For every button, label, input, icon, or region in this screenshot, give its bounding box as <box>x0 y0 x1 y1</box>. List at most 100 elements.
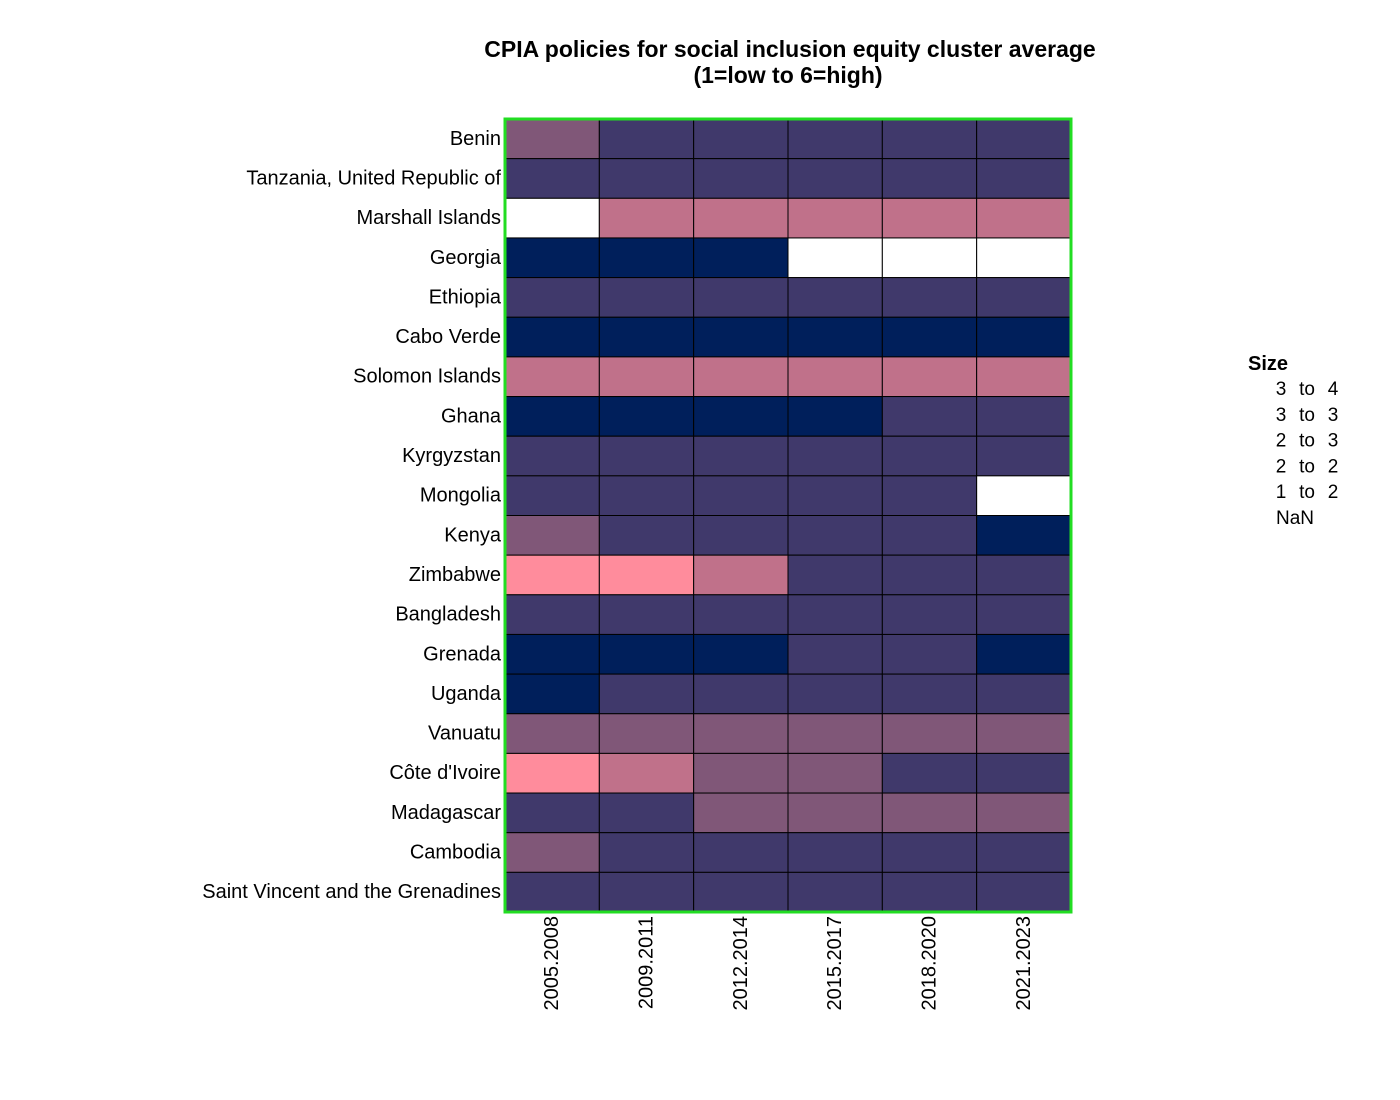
heatmap-cell <box>787 713 883 754</box>
heatmap-cell <box>881 435 978 477</box>
row-label: Mongolia <box>420 485 502 507</box>
chart-subtitle: (1=low to 6=high) <box>693 62 882 88</box>
column-labels: 2005.2008 2009.2011 2012.2014 2015.2017 2018… <box>541 916 1035 1011</box>
heatmap-cell <box>787 118 883 160</box>
heatmap-cell <box>787 396 883 437</box>
heatmap-cell <box>787 554 883 596</box>
legend-entry-to: 2 <box>1328 482 1339 503</box>
row-label: Ethiopia <box>429 286 502 308</box>
heatmap-cell <box>693 633 789 675</box>
heatmap-cell <box>693 316 789 358</box>
heatmap-cell <box>787 792 883 834</box>
heatmap-cell <box>598 118 695 160</box>
heatmap-cell <box>881 792 978 834</box>
heatmap-cell <box>976 118 1072 160</box>
heatmap-cell <box>504 356 600 398</box>
legend-entry-from: 3 <box>1276 405 1287 426</box>
heatmap-cell <box>787 435 883 477</box>
heatmap-cell <box>976 396 1072 437</box>
heatmap-cell <box>504 316 600 358</box>
heatmap-cell <box>693 396 789 437</box>
row-label: Marshall Islands <box>356 207 501 229</box>
heatmap-cell <box>787 673 883 715</box>
heatmap-cell <box>787 158 883 199</box>
heatmap-cell <box>787 316 883 358</box>
row-label: Uganda <box>431 683 502 705</box>
heatmap-cell <box>881 396 978 437</box>
row-label: Georgia <box>430 247 502 269</box>
heatmap-cell <box>881 633 978 675</box>
legend-entry-to-word: to <box>1299 482 1315 503</box>
legend-entry-from: 1 <box>1276 482 1287 503</box>
heatmap-cell <box>598 633 695 675</box>
heatmap-cell <box>504 871 600 913</box>
heatmap-cell <box>504 515 600 556</box>
heatmap-cell <box>504 158 600 199</box>
heatmap-cell <box>976 158 1072 199</box>
heatmap-cell <box>787 832 883 873</box>
heatmap-cell <box>504 752 600 794</box>
heatmap-cell <box>787 237 883 279</box>
heatmap-cell <box>598 475 695 517</box>
row-label: Grenada <box>423 643 502 665</box>
heatmap-cell <box>881 594 978 635</box>
heatmap-cell <box>976 752 1072 794</box>
legend-entry-to-word: to <box>1299 431 1315 452</box>
heatmap-cell <box>598 277 695 318</box>
heatmap-cell <box>787 594 883 635</box>
legend-entry-from: 3 <box>1276 379 1287 400</box>
plot-border <box>503 117 1073 914</box>
heatmap-cell <box>881 752 978 794</box>
heatmap-cell <box>881 118 978 160</box>
heatmap-cell <box>693 752 789 794</box>
heatmap-cell <box>693 713 789 754</box>
heatmap-cell <box>881 277 978 318</box>
heatmap-cell <box>504 713 600 754</box>
heatmap-cell <box>504 633 600 675</box>
heatmap-cell <box>504 673 600 715</box>
heatmap-cell <box>976 673 1072 715</box>
heatmap-cell <box>598 356 695 398</box>
heatmap-cell <box>976 475 1072 517</box>
row-label: Kenya <box>444 524 502 546</box>
heatmap-cell <box>787 475 883 517</box>
heatmap-cell <box>598 554 695 596</box>
heatmap-cell <box>504 554 600 596</box>
heatmap-cell <box>976 871 1072 913</box>
heatmap-cell <box>881 515 978 556</box>
legend-entry-to: 2 <box>1328 456 1339 477</box>
heatmap-cell <box>693 515 789 556</box>
legend-entry-to-word: to <box>1299 405 1315 426</box>
row-label: Ghana <box>441 405 502 427</box>
legend-entry-to: 4 <box>1328 379 1339 400</box>
heatmap-cells <box>504 118 1072 913</box>
chart-title: CPIA policies for social inclusion equit… <box>484 36 1095 62</box>
heatmap-cell <box>976 356 1072 398</box>
heatmap-cell <box>881 554 978 596</box>
heatmap-cell <box>598 435 695 477</box>
heatmap-cell <box>693 594 789 635</box>
heatmap-cell <box>504 277 600 318</box>
heatmap-cell <box>976 792 1072 834</box>
heatmap-cell <box>976 832 1072 873</box>
heatmap-cell <box>787 277 883 318</box>
row-label: Côte d'Ivoire <box>389 762 501 784</box>
heatmap-cell <box>881 356 978 398</box>
heatmap-cell <box>598 158 695 199</box>
column-label: 2018.2020 <box>919 916 941 1011</box>
heatmap-cell <box>693 158 789 199</box>
heatmap-cell <box>598 396 695 437</box>
heatmap-cell <box>504 832 600 873</box>
column-label: 2021.2023 <box>1013 916 1035 1011</box>
heatmap-cell <box>598 594 695 635</box>
heatmap-cell <box>881 316 978 358</box>
legend-entry-to-word: to <box>1299 379 1315 400</box>
heatmap-cell <box>976 316 1072 358</box>
row-label: Tanzania, United Republic of <box>246 167 501 189</box>
heatmap-cell <box>693 792 789 834</box>
heatmap-cell <box>504 435 600 477</box>
legend-entry-from: 2 <box>1276 456 1287 477</box>
heatmap-cell <box>598 792 695 834</box>
legend-entry-to-word: to <box>1299 456 1315 477</box>
